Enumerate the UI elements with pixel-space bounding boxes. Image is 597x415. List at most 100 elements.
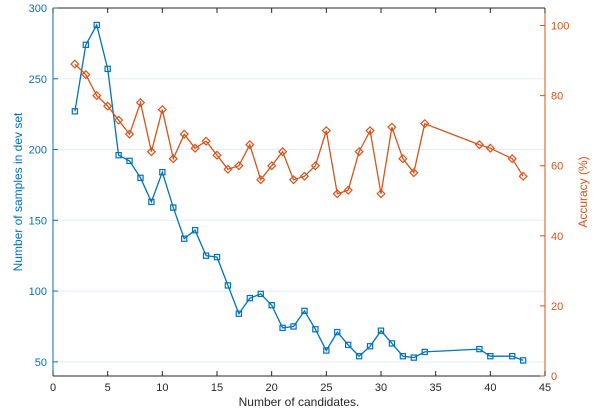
y-tick-label-left: 150 bbox=[29, 215, 47, 227]
data-point-samples bbox=[181, 235, 188, 242]
x-tick-label: 20 bbox=[266, 382, 278, 394]
data-point-accuracy bbox=[354, 147, 364, 157]
data-point-samples bbox=[377, 327, 385, 334]
data-point-samples bbox=[323, 347, 330, 354]
x-tick-label: 15 bbox=[211, 382, 223, 394]
y-axis-label-left: Number of samples in dev set bbox=[11, 112, 25, 271]
y-tick-label-right: 100 bbox=[551, 21, 569, 33]
data-point-accuracy bbox=[474, 140, 485, 150]
data-point-samples bbox=[126, 157, 133, 165]
x-tick-label: 35 bbox=[430, 382, 442, 394]
x-tick-label: 0 bbox=[50, 382, 56, 394]
data-point-accuracy bbox=[321, 126, 331, 136]
data-point-accuracy bbox=[234, 161, 244, 171]
data-point-samples bbox=[399, 352, 407, 360]
data-point-samples bbox=[487, 352, 494, 360]
data-point-accuracy bbox=[81, 69, 91, 80]
x-axis-label: Number of candidates. bbox=[239, 395, 360, 409]
data-point-samples bbox=[334, 328, 341, 336]
data-point-samples bbox=[290, 323, 297, 330]
data-point-samples bbox=[366, 343, 374, 350]
data-point-samples bbox=[202, 252, 210, 259]
data-point-samples bbox=[519, 357, 527, 364]
x-tick-label: 45 bbox=[539, 382, 551, 394]
data-point-samples bbox=[312, 326, 319, 333]
data-point-samples bbox=[355, 352, 363, 360]
data-point-accuracy bbox=[343, 185, 353, 195]
data-point-samples bbox=[410, 354, 418, 361]
x-tick-label: 5 bbox=[105, 382, 111, 394]
data-point-accuracy bbox=[267, 161, 277, 171]
axes-layer: 0 5 10 15 20 25 30 35 40 45 50 100 150 200 250 300 0 20 40… bbox=[29, 3, 570, 394]
data-point-accuracy bbox=[212, 150, 222, 160]
data-point-accuracy bbox=[365, 126, 375, 136]
data-point-samples bbox=[257, 290, 264, 298]
y-tick-label-left: 300 bbox=[29, 3, 47, 15]
data-point-accuracy bbox=[332, 189, 342, 199]
data-point-samples bbox=[224, 282, 232, 289]
series-line-right bbox=[74, 63, 524, 195]
data-point-samples bbox=[476, 345, 483, 353]
y-tick-label-left: 250 bbox=[29, 74, 47, 86]
data-point-samples bbox=[104, 65, 111, 73]
data-point-samples bbox=[137, 174, 144, 182]
x-tick-label: 25 bbox=[320, 382, 332, 394]
data-point-samples bbox=[268, 302, 275, 309]
data-point-accuracy bbox=[310, 161, 321, 171]
data-point-accuracy bbox=[146, 147, 157, 157]
data-point-accuracy bbox=[124, 129, 135, 139]
data-point-accuracy bbox=[245, 140, 255, 150]
data-point-samples bbox=[301, 307, 308, 315]
data-point-samples bbox=[246, 294, 253, 302]
y-tick-label-left: 200 bbox=[29, 145, 47, 157]
series-layer bbox=[70, 21, 528, 364]
data-point-accuracy bbox=[518, 171, 528, 181]
data-point-samples bbox=[388, 340, 396, 347]
data-point-accuracy bbox=[157, 104, 167, 115]
data-point-accuracy bbox=[277, 147, 288, 157]
data-point-samples bbox=[191, 227, 199, 234]
data-point-accuracy bbox=[223, 164, 233, 174]
data-point-accuracy bbox=[201, 136, 211, 146]
x-tick-label: 10 bbox=[156, 382, 168, 394]
data-point-samples bbox=[148, 198, 155, 206]
x-tick-label: 40 bbox=[484, 382, 496, 394]
data-point-accuracy bbox=[70, 59, 80, 69]
data-point-accuracy bbox=[387, 122, 397, 132]
data-point-accuracy bbox=[179, 129, 189, 139]
data-point-samples bbox=[93, 21, 100, 29]
y-tick-label-right: 40 bbox=[551, 231, 563, 243]
data-point-accuracy bbox=[190, 143, 200, 153]
series-line-left bbox=[74, 23, 524, 362]
data-point-samples bbox=[71, 108, 79, 115]
data-point-samples bbox=[170, 204, 177, 211]
data-point-samples bbox=[345, 341, 352, 349]
y-tick-label-right: 0 bbox=[551, 371, 557, 383]
data-point-accuracy bbox=[398, 154, 408, 164]
data-point-accuracy bbox=[92, 90, 102, 101]
grid-layer bbox=[53, 7, 545, 363]
data-point-accuracy bbox=[376, 189, 386, 199]
data-point-accuracy bbox=[507, 154, 517, 164]
data-point-accuracy bbox=[288, 175, 299, 185]
data-point-samples bbox=[159, 168, 166, 176]
y-tick-label-left: 50 bbox=[35, 357, 47, 369]
data-point-samples bbox=[421, 348, 428, 356]
data-point-samples bbox=[213, 253, 221, 261]
data-point-samples bbox=[82, 41, 89, 49]
y-tick-label-right: 80 bbox=[551, 91, 563, 103]
y-tick-label-right: 20 bbox=[551, 301, 563, 313]
y-tick-label-right: 60 bbox=[551, 161, 563, 173]
y-tick-label-left: 100 bbox=[29, 286, 47, 298]
data-point-accuracy bbox=[168, 154, 178, 164]
y-axis-label-right: Accuracy (%) bbox=[576, 156, 590, 227]
data-point-accuracy bbox=[135, 97, 146, 108]
data-point-accuracy bbox=[113, 115, 124, 125]
data-point-accuracy bbox=[256, 175, 266, 185]
data-point-samples bbox=[279, 324, 286, 332]
data-point-accuracy bbox=[103, 101, 113, 111]
x-tick-label: 30 bbox=[375, 382, 387, 394]
data-point-accuracy bbox=[420, 119, 430, 129]
